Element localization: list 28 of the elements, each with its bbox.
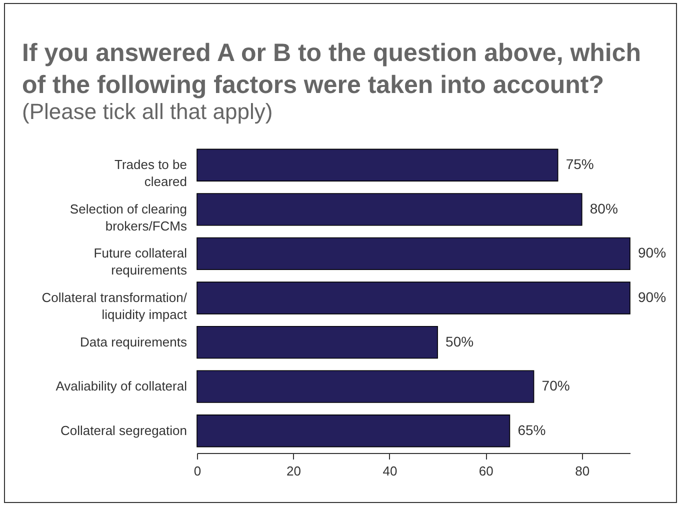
chart-title: If you answered A or B to the question above, which of the following factors were taken into account? xyxy=(22,39,642,99)
x-tick-label: 60 xyxy=(478,464,494,478)
data-label: 80% xyxy=(590,200,618,216)
chart-subtitle: (Please tick all that apply) xyxy=(22,99,273,124)
x-tick-label: 80 xyxy=(575,464,590,478)
x-tick-label: 20 xyxy=(286,464,301,478)
y-tick-label: Avaliability of collateral xyxy=(56,378,188,394)
bar xyxy=(196,414,510,448)
x-tick-label: 0 xyxy=(194,464,202,478)
data-label: 75% xyxy=(566,156,594,172)
data-label: 90% xyxy=(638,244,666,261)
y-tick-label: Trades to be cleared xyxy=(114,157,187,190)
bar xyxy=(196,193,582,226)
y-tick-label: Future collateral requirements xyxy=(94,246,188,278)
y-tick-label: Collateral transformation/ liquidity impact xyxy=(42,290,188,322)
bar xyxy=(196,370,534,403)
bar xyxy=(196,282,630,314)
y-tick-label: Data requirements xyxy=(80,334,188,350)
data-label: 50% xyxy=(446,333,474,350)
data-label: 70% xyxy=(542,378,570,394)
bar xyxy=(196,237,630,270)
x-tick-label: 40 xyxy=(382,464,398,478)
bar xyxy=(196,148,558,182)
data-label: 90% xyxy=(638,289,666,305)
data-label: 65% xyxy=(518,422,546,438)
y-tick-label: Selection of clearing brokers/FCMs xyxy=(70,201,188,234)
bar xyxy=(196,326,438,359)
y-tick-label: Collateral segregation xyxy=(60,422,187,438)
